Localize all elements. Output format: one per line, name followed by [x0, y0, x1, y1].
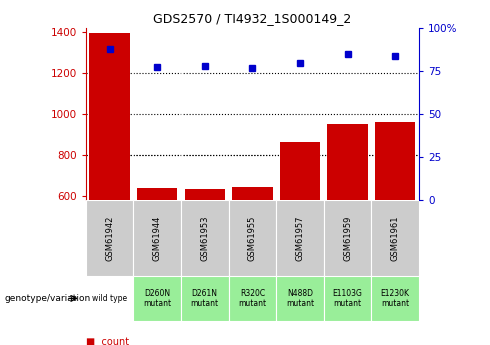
Text: GSM61959: GSM61959 — [343, 215, 352, 261]
Text: E1230K
mutant: E1230K mutant — [381, 289, 410, 308]
Bar — [375, 122, 416, 200]
Bar — [86, 276, 133, 321]
Bar — [232, 187, 272, 200]
Text: ■  count: ■ count — [86, 337, 129, 345]
Text: genotype/variation: genotype/variation — [5, 294, 91, 303]
Bar — [371, 200, 419, 276]
Text: GSM61944: GSM61944 — [153, 215, 162, 261]
Text: GSM61942: GSM61942 — [105, 215, 114, 261]
Text: GSM61957: GSM61957 — [295, 215, 304, 261]
Title: GDS2570 / TI4932_1S000149_2: GDS2570 / TI4932_1S000149_2 — [153, 12, 351, 25]
Bar — [137, 188, 177, 200]
Bar — [280, 142, 320, 200]
Bar — [86, 200, 133, 276]
Bar — [89, 33, 130, 200]
Bar — [324, 200, 371, 276]
Bar — [133, 276, 181, 321]
Bar — [276, 200, 324, 276]
Bar — [185, 189, 225, 200]
Bar — [228, 276, 276, 321]
Bar — [181, 276, 228, 321]
Bar — [181, 200, 228, 276]
Text: E1103G
mutant: E1103G mutant — [333, 289, 363, 308]
Text: R320C
mutant: R320C mutant — [238, 289, 267, 308]
Text: D260N
mutant: D260N mutant — [143, 289, 171, 308]
Text: N488D
mutant: N488D mutant — [286, 289, 314, 308]
Text: wild type: wild type — [92, 294, 127, 303]
Bar — [276, 276, 324, 321]
Text: GSM61955: GSM61955 — [248, 215, 257, 261]
Text: D261N
mutant: D261N mutant — [191, 289, 219, 308]
Bar — [133, 200, 181, 276]
Text: GSM61961: GSM61961 — [391, 215, 400, 261]
Bar — [324, 276, 371, 321]
Text: GSM61953: GSM61953 — [200, 215, 209, 261]
Bar — [327, 124, 368, 200]
Bar — [371, 276, 419, 321]
Bar — [228, 200, 276, 276]
